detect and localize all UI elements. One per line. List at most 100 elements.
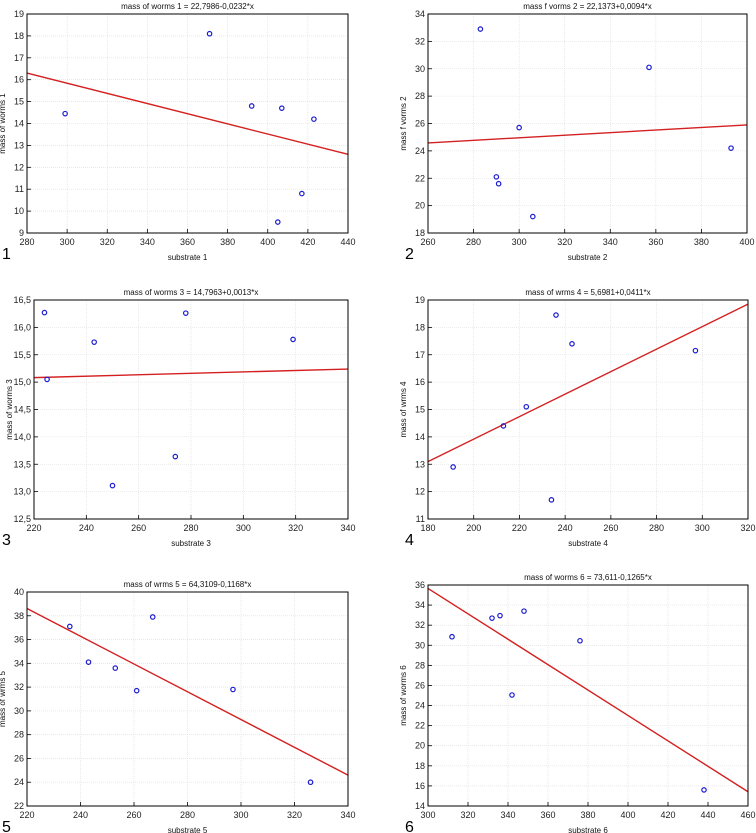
data-point xyxy=(493,174,500,180)
plot-frame xyxy=(427,299,749,520)
x-tick-label: 260 xyxy=(131,523,146,533)
data-point xyxy=(248,103,255,109)
x-tick-label: 420 xyxy=(660,810,675,820)
y-tick-label: 24 xyxy=(415,701,425,711)
x-tick-label: 300 xyxy=(233,810,248,820)
chart-title: mass of worms 3 = 14,7963+0,0013*x xyxy=(124,288,259,297)
chart-title: mass of worms 6 = 73,611-0,1265*x xyxy=(524,573,652,582)
x-tick-label: 280 xyxy=(649,523,664,533)
x-tick-label: 260 xyxy=(420,237,435,247)
x-tick-label: 380 xyxy=(220,237,235,247)
y-tick-label: 30 xyxy=(415,64,425,74)
data-point xyxy=(489,615,495,621)
data-point xyxy=(577,637,583,644)
x-tick-label: 300 xyxy=(695,523,710,533)
y-tick-label: 11 xyxy=(416,514,425,524)
y-tick-label: 11 xyxy=(15,184,24,194)
data-point xyxy=(692,347,699,354)
y-tick-label: 9 xyxy=(19,228,24,238)
regression-line xyxy=(427,587,749,793)
x-tick-label: 180 xyxy=(420,523,435,533)
x-tick-label: 340 xyxy=(500,810,515,820)
data-point xyxy=(41,309,48,316)
y-tick-label: 10 xyxy=(14,206,24,216)
x-tick-label: 320 xyxy=(100,237,115,247)
data-point xyxy=(701,787,707,793)
y-tick-label: 16 xyxy=(415,377,425,387)
y-tick-label: 18 xyxy=(415,228,425,238)
plot-frame xyxy=(427,13,748,234)
y-tick-label: 34 xyxy=(14,658,24,668)
x-axis-label: substrate 6 xyxy=(568,826,608,833)
y-tick-label: 30 xyxy=(415,640,425,650)
y-tick-label: 15,0 xyxy=(13,377,31,387)
y-tick-label: 28 xyxy=(14,730,24,740)
x-tick-label: 240 xyxy=(79,523,94,533)
x-axis-label: substrate 3 xyxy=(171,539,211,548)
data-point xyxy=(569,340,575,347)
panel-number: 5 xyxy=(2,819,11,833)
x-tick-label: 240 xyxy=(73,810,88,820)
data-point xyxy=(62,110,68,117)
data-point xyxy=(500,423,507,429)
data-point xyxy=(278,105,285,111)
y-tick-label: 32 xyxy=(14,682,24,692)
y-tick-label: 22 xyxy=(415,721,425,731)
x-tick-label: 340 xyxy=(140,237,155,247)
y-tick-label: 20 xyxy=(415,201,425,211)
y-tick-label: 15 xyxy=(14,97,24,107)
y-axis-label: mass f vorms 2 xyxy=(399,96,408,151)
y-tick-label: 16 xyxy=(14,75,24,85)
y-tick-label: 12 xyxy=(14,162,24,172)
regression-line xyxy=(427,303,749,463)
x-tick-label: 440 xyxy=(340,237,355,247)
y-tick-label: 34 xyxy=(415,600,425,610)
x-tick-label: 400 xyxy=(620,810,635,820)
scatter-panel-3: 220 240 260 280 300 320 340 12,5 13,0 13,5 14,0 14,… xyxy=(2,288,356,549)
x-tick-label: 420 xyxy=(300,237,315,247)
chart-title: mass f vorms 2 = 22,1373+0,0094*x xyxy=(523,2,652,11)
y-tick-label: 19 xyxy=(14,9,24,19)
data-point xyxy=(67,623,73,630)
y-tick-label: 38 xyxy=(14,611,24,621)
x-tick-label: 320 xyxy=(460,810,475,820)
y-tick-label: 14,0 xyxy=(13,432,31,442)
y-tick-label: 24 xyxy=(14,777,24,787)
x-tick-label: 220 xyxy=(19,810,34,820)
data-point xyxy=(495,180,502,187)
y-tick-label: 19 xyxy=(415,295,425,305)
y-tick-label: 26 xyxy=(14,753,24,763)
y-tick-label: 12,5 xyxy=(13,514,31,524)
scatter-panel-5: 220 240 260 280 300 320 340 22 24 26 28 30 32 34 36 38 4… xyxy=(0,580,356,833)
x-tick-label: 220 xyxy=(512,523,527,533)
y-axis-label: mass of worms 1 xyxy=(0,93,7,154)
y-tick-label: 28 xyxy=(415,91,425,101)
data-point xyxy=(548,497,555,503)
data-point xyxy=(646,64,652,71)
data-point xyxy=(206,30,213,37)
data-point xyxy=(553,312,559,318)
y-tick-label: 12 xyxy=(415,487,425,497)
x-tick-label: 300 xyxy=(236,523,251,533)
y-tick-label: 24 xyxy=(415,146,425,156)
data-point xyxy=(728,145,734,151)
panel-number: 6 xyxy=(405,819,414,833)
y-axis-label: mass of wrms 5 xyxy=(0,670,7,727)
scatter-panel-2: 260 280 300 320 340 360 380 400 18 20 22 24 26 28 30 32… xyxy=(399,2,755,263)
data-point xyxy=(311,116,317,122)
y-axis-label: mass of wrms 4 xyxy=(399,381,408,438)
y-tick-label: 15 xyxy=(415,405,425,415)
data-point xyxy=(112,665,119,671)
data-point xyxy=(450,464,456,470)
x-tick-label: 320 xyxy=(740,523,755,533)
panel-number: 1 xyxy=(2,246,11,263)
data-point xyxy=(449,633,455,640)
y-tick-label: 17 xyxy=(14,53,24,63)
y-axis-label: mass of worms 3 xyxy=(5,379,14,440)
x-tick-label: 320 xyxy=(288,523,303,533)
y-tick-label: 40 xyxy=(14,587,24,597)
y-tick-label: 26 xyxy=(415,119,425,129)
scatter-panel-1: 280 300 320 340 360 380 400 420 440 9 10 11 12 13 14 15… xyxy=(0,2,356,263)
x-axis-label: substrate 1 xyxy=(168,253,208,262)
data-point xyxy=(530,213,536,220)
